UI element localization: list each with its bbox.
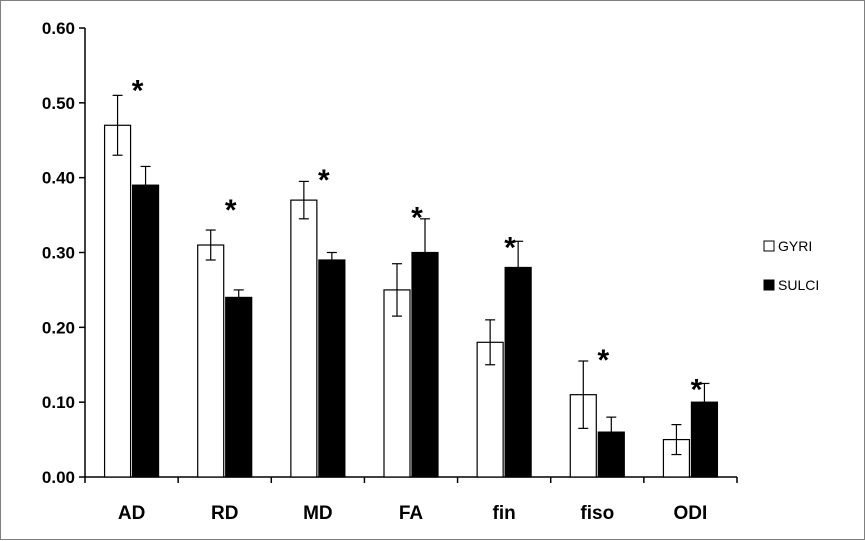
significance-asterisk: *	[597, 344, 609, 377]
bar-gyri	[103, 124, 132, 478]
legend-swatch-sulci	[763, 279, 775, 291]
x-category-label: fiso	[580, 503, 614, 524]
x-category-label: ODI	[674, 503, 708, 524]
x-category-label: MD	[303, 503, 333, 524]
y-tick-label: 0.50	[42, 94, 75, 113]
significance-asterisk: *	[411, 202, 423, 235]
x-category-label: RD	[211, 503, 238, 524]
bar-sulci	[225, 296, 253, 478]
x-category-label: fin	[493, 503, 516, 524]
significance-asterisk: *	[504, 232, 516, 265]
significance-asterisk: *	[691, 374, 703, 407]
y-tick-label: 0.10	[42, 393, 75, 412]
bar-sulci	[131, 184, 160, 478]
bar-gyri	[383, 289, 411, 478]
y-tick-label: 0.00	[42, 468, 75, 487]
legend-label-gyri: GYRI	[778, 238, 812, 254]
legend-label-sulci: SULCI	[778, 277, 819, 293]
legend-swatch-gyri	[763, 240, 775, 252]
bar-gyri	[197, 244, 225, 478]
significance-asterisk: *	[132, 74, 144, 107]
y-tick-label: 0.30	[42, 244, 75, 263]
bar-gyri	[290, 199, 318, 478]
y-tick-label: 0.40	[42, 169, 75, 188]
significance-asterisk: *	[225, 194, 237, 227]
bar-sulci	[504, 266, 532, 478]
y-tick-label: 0.20	[42, 318, 75, 337]
x-category-label: FA	[399, 503, 424, 524]
y-tick-label: 0.60	[42, 19, 75, 38]
bar-sulci	[411, 251, 439, 478]
x-category-label: AD	[118, 503, 145, 524]
bar-sulci	[318, 259, 346, 478]
significance-asterisk: *	[318, 164, 330, 197]
